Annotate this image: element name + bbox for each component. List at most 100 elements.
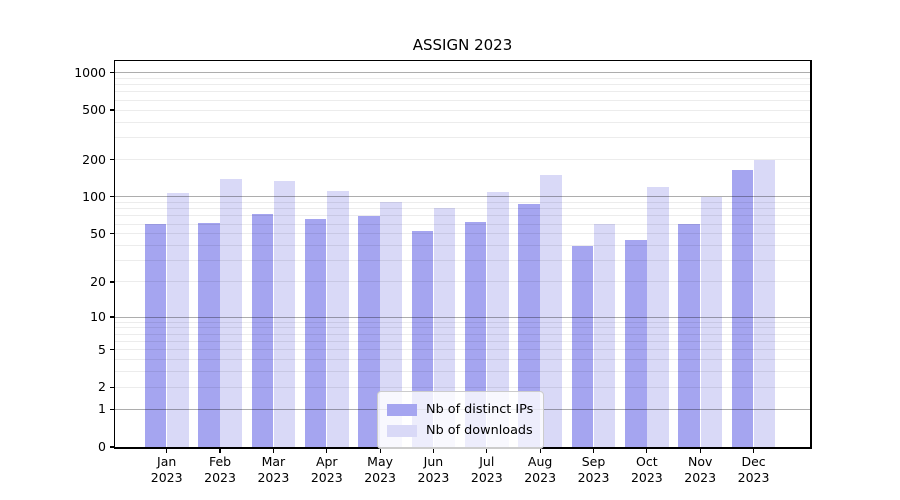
y-axis-spine: [113, 59, 115, 449]
x-tick-mark: [432, 448, 435, 453]
y-tick-mark: [110, 281, 115, 283]
x-tick-label-dec: Dec 2023: [722, 454, 786, 486]
gridline-8: [115, 327, 810, 329]
x-tick-mark: [699, 448, 701, 453]
right-spine: [810, 59, 812, 449]
gridline-6: [115, 341, 810, 343]
x-tick-month: Jan: [157, 454, 177, 469]
y-tick-label-5: 5: [98, 341, 106, 357]
gridline-4: [115, 359, 810, 361]
gridline-500: [115, 109, 810, 111]
gridline-1000: [115, 72, 810, 74]
gridline-50: [115, 233, 810, 235]
y-tick-label-2: 2: [98, 379, 106, 395]
chart-title: ASSIGN 2023: [412, 36, 513, 54]
bar-nb-of-distinct-ips-jan: [144, 224, 167, 447]
y-tick-label-100: 100: [82, 188, 106, 204]
x-tick-label-oct: Oct 2023: [615, 454, 679, 486]
bar-nb-of-distinct-ips-feb: [198, 223, 220, 447]
bar-nb-of-downloads-mar: [273, 181, 296, 447]
x-tick-label-feb: Feb 2023: [188, 454, 252, 486]
legend: Nb of distinct IPs Nb of downloads: [377, 391, 545, 449]
x-tick-month: Sep: [581, 454, 606, 469]
y-tick-mark: [110, 196, 115, 198]
x-tick-year: 2023: [630, 470, 663, 485]
x-tick-month: Aug: [527, 454, 553, 469]
bar-nb-of-distinct-ips-aug: [518, 204, 540, 447]
x-tick-label-mar: Mar 2023: [241, 454, 305, 486]
x-tick-month: May: [367, 454, 394, 469]
y-tick-label-20: 20: [90, 273, 106, 289]
y-tick-mark: [110, 109, 115, 111]
x-tick-label-aug: Aug 2023: [508, 454, 572, 486]
y-tick-label-0: 0: [98, 439, 106, 454]
x-tick-year: 2023: [737, 470, 770, 485]
bar-nb-of-downloads-nov: [700, 196, 723, 447]
legend-swatch-icon: [387, 424, 417, 437]
x-tick-month: Dec: [741, 454, 766, 469]
gridline-40: [115, 245, 810, 247]
gridline-80: [115, 208, 810, 210]
x-tick-mark: [219, 448, 221, 453]
gridline-30: [115, 260, 810, 262]
bar-nb-of-downloads-jan: [167, 192, 189, 447]
gridline-900: [115, 77, 810, 79]
x-tick-month: Nov: [687, 454, 713, 469]
y-tick-mark: [110, 233, 115, 235]
gridline-20: [115, 281, 810, 283]
y-tick-mark: [110, 386, 115, 389]
bar-nb-of-distinct-ips-may: [358, 215, 380, 447]
x-tick-month: Feb: [208, 454, 232, 469]
bar-nb-of-downloads-feb: [220, 178, 242, 447]
bar-nb-of-distinct-ips-sep: [571, 245, 594, 447]
gridline-10: [115, 316, 810, 318]
x-tick-label-nov: Nov 2023: [668, 454, 732, 486]
x-tick-label-jun: Jun 2023: [401, 454, 465, 486]
x-tick-year: 2023: [684, 470, 717, 485]
x-tick-month: Mar: [261, 454, 286, 469]
legend-swatch-icon: [387, 403, 417, 416]
y-tick-label-1: 1: [98, 401, 106, 417]
gridline-9: [115, 321, 810, 323]
y-tick-mark: [110, 316, 115, 318]
y-tick-label-200: 200: [82, 151, 106, 167]
bar-nb-of-downloads-jun: [433, 208, 456, 447]
x-tick-year: 2023: [310, 470, 343, 485]
gridline-70: [115, 215, 810, 217]
y-tick-mark: [110, 158, 115, 161]
x-tick-year: 2023: [417, 470, 450, 485]
bar-nb-of-distinct-ips-dec: [731, 169, 754, 447]
gridline-100: [115, 196, 810, 198]
x-tick-mark: [646, 448, 648, 453]
y-tick-mark: [110, 446, 115, 448]
gridline-60: [115, 223, 810, 225]
x-tick-mark: [752, 448, 755, 453]
x-tick-month: Jul: [479, 454, 495, 469]
y-tick-label-50: 50: [90, 225, 106, 241]
legend-label: Nb of distinct IPs: [426, 402, 534, 417]
y-tick-mark: [110, 408, 115, 411]
x-tick-year: 2023: [577, 470, 610, 485]
gridline-800: [115, 84, 810, 86]
x-tick-mark: [592, 448, 595, 453]
x-tick-mark: [166, 448, 168, 453]
y-tick-label-10: 10: [90, 309, 106, 325]
top-spine: [114, 59, 811, 61]
gridline-400: [115, 121, 810, 123]
gridline-600: [115, 99, 810, 101]
gridline-7: [115, 333, 810, 335]
x-tick-label-jul: Jul 2023: [455, 454, 519, 486]
plot-area: Nb of distinct IPs Nb of downloads: [113, 59, 812, 449]
bar-nb-of-downloads-oct: [647, 187, 669, 447]
x-tick-label-sep: Sep 2023: [562, 454, 626, 486]
x-tick-mark: [326, 448, 328, 453]
x-tick-mark: [539, 448, 541, 453]
bar-nb-of-distinct-ips-jul: [464, 221, 487, 447]
gridline-2: [115, 386, 810, 388]
x-tick-year: 2023: [150, 470, 183, 485]
bar-nb-of-downloads-aug: [540, 175, 563, 447]
legend-row: Nb of downloads: [387, 420, 533, 441]
gridline-700: [115, 91, 810, 93]
y-tick-label-1000: 1000: [74, 64, 106, 80]
